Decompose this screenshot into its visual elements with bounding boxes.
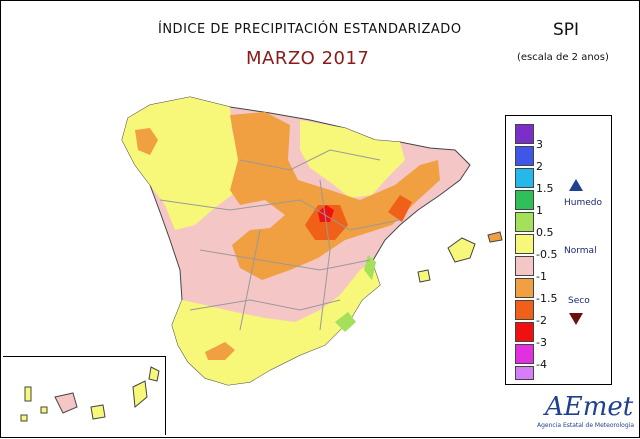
legend-tick: -4 <box>536 358 547 371</box>
dry-label: Seco <box>568 296 590 306</box>
legend-swatch-1 <box>515 146 534 166</box>
canary-la-gomera <box>40 406 48 414</box>
map-subtitle: MARZO 2017 <box>246 48 370 69</box>
canary-la-palma <box>24 386 32 402</box>
legend-tick: 1 <box>536 204 543 217</box>
index-name: SPI <box>553 20 580 40</box>
legend-swatch-2 <box>515 168 534 188</box>
legend-tick: -0.5 <box>536 248 558 261</box>
legend-swatch-4 <box>515 212 534 232</box>
aemet-logo-text: AEmet <box>545 392 634 422</box>
province-borders <box>159 149 401 331</box>
legend-tick: 1.5 <box>536 182 554 195</box>
zone-east-darkorange <box>388 195 412 222</box>
canary-gran-canaria <box>90 404 106 420</box>
zone-northeast-yellow <box>300 120 405 198</box>
legend-tick: 3 <box>536 138 543 151</box>
triangle-down-icon <box>569 313 583 325</box>
legend-swatch-0 <box>515 124 534 144</box>
canary-islands-map <box>20 366 160 422</box>
scale-note: (escala de 2 anos) <box>517 52 609 63</box>
legend-tick: -3 <box>536 336 547 349</box>
legend-swatch-7 <box>515 278 534 298</box>
balearic-ibiza <box>417 269 431 283</box>
legend-tick: -2 <box>536 314 547 327</box>
legend-tick: 2 <box>536 160 543 173</box>
map-title: ÍNDICE DE PRECIPITACIÓN ESTANDARIZADO <box>158 22 462 37</box>
canary-el-hierro <box>20 414 28 422</box>
legend: 3 2 1.5 1 0.5 -0.5 -1 -1.5 -2 -3 -4 Hume… <box>505 115 612 385</box>
zone-southeast-green <box>335 312 356 332</box>
legend-tick: 0.5 <box>536 226 554 239</box>
balearic-menorca <box>487 231 503 243</box>
legend-tick: -1.5 <box>536 292 558 305</box>
legend-swatch-3 <box>515 190 534 210</box>
zone-northwest-orange <box>135 128 158 155</box>
zone-central-orange <box>230 112 440 280</box>
legend-swatch-6 <box>515 256 534 276</box>
legend-swatch-5 <box>515 234 534 254</box>
triangle-up-icon <box>569 179 583 191</box>
legend-tick: -1 <box>536 270 547 283</box>
balearic-mallorca <box>447 237 476 263</box>
legend-swatch-9 <box>515 322 534 342</box>
legend-swatch-bottom <box>515 366 534 380</box>
normal-label: Normal <box>564 246 597 256</box>
aemet-logo-tagline: Agencia Estatal de Meteorología <box>537 422 634 429</box>
humid-label: Humedo <box>564 198 602 208</box>
canary-fuerteventura <box>132 380 148 408</box>
canary-lanzarote <box>148 366 160 382</box>
legend-swatch-10 <box>515 344 534 364</box>
zone-east-green <box>364 255 376 280</box>
legend-swatch-8 <box>515 300 534 320</box>
canary-tenerife <box>54 392 78 414</box>
zone-south-orange <box>205 342 235 360</box>
canary-islands-inset <box>3 356 166 435</box>
